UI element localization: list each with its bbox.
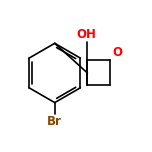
Text: OH: OH bbox=[77, 28, 97, 41]
Text: Br: Br bbox=[47, 115, 62, 128]
Text: O: O bbox=[112, 46, 122, 59]
